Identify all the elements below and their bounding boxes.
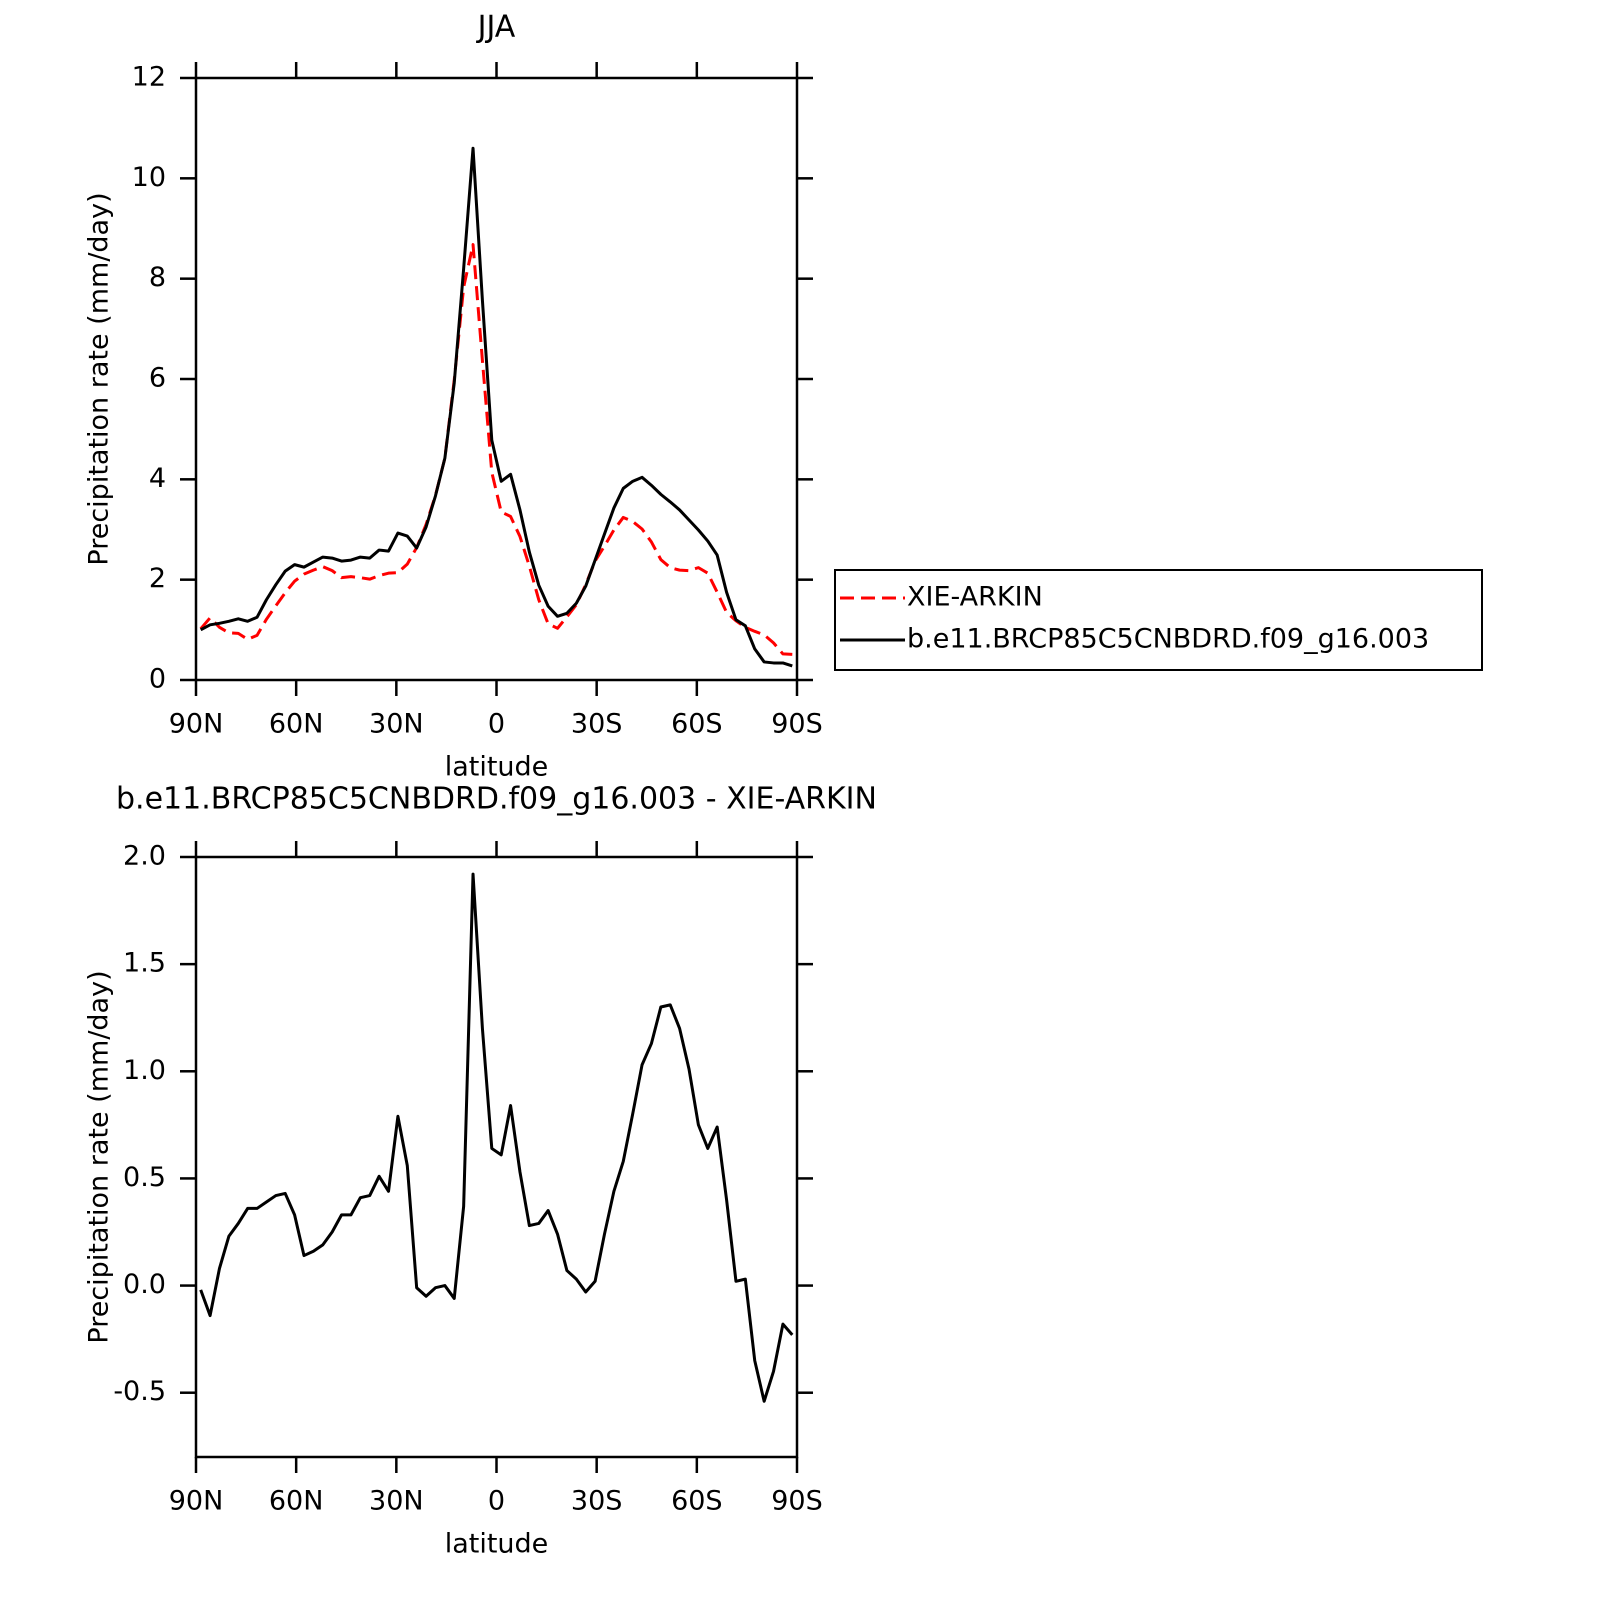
legend-label: XIE-ARKIN — [907, 582, 1043, 613]
x-tick-label: 30S — [571, 1486, 623, 1517]
y-tick-label: 8 — [149, 262, 166, 293]
x-axis-label: latitude — [445, 1529, 549, 1560]
x-tick-label: 60S — [671, 709, 723, 740]
y-tick-label: 12 — [132, 62, 166, 93]
x-tick-label: 60S — [671, 1486, 723, 1517]
x-tick-label: 60N — [269, 1486, 324, 1517]
plot-frame — [194, 855, 799, 1459]
y-tick-label: 6 — [149, 363, 166, 394]
x-tick-label: 30N — [369, 1486, 424, 1517]
y-tick-label: 0.0 — [123, 1269, 166, 1300]
chart-title: JJA — [476, 10, 516, 45]
y-axis-label: Precipitation rate (mm/day) — [84, 970, 115, 1343]
legend-label: b.e11.BRCP85C5CNBDRD.f09_g16.003 — [907, 624, 1429, 655]
chart-title: b.e11.BRCP85C5CNBDRD.f09_g16.003 - XIE-A… — [116, 782, 877, 817]
x-tick-label: 60N — [269, 709, 324, 740]
y-tick-label: 1.0 — [123, 1055, 166, 1086]
x-tick-label: 0 — [488, 709, 505, 740]
y-axis-label: Precipitation rate (mm/day) — [84, 192, 115, 565]
line-series — [199, 872, 794, 1403]
x-tick-label: 30N — [369, 709, 424, 740]
y-tick-label: 2 — [149, 563, 166, 594]
y-tick-label: 0.5 — [123, 1162, 166, 1193]
x-tick-label: 30S — [571, 709, 623, 740]
x-tick-label: 90S — [771, 709, 823, 740]
x-tick-label: 90N — [169, 709, 224, 740]
x-tick-label: 90S — [771, 1486, 823, 1517]
x-tick-label: 0 — [488, 1486, 505, 1517]
y-tick-label: 2.0 — [123, 841, 166, 872]
y-tick-label: 4 — [149, 463, 166, 494]
y-tick-label: 1.5 — [123, 948, 166, 979]
y-tick-label: 10 — [132, 162, 166, 193]
legend-box — [834, 569, 1483, 671]
x-axis-label: latitude — [445, 752, 549, 783]
y-tick-label: 0 — [149, 664, 166, 695]
y-tick-label: -0.5 — [113, 1376, 166, 1407]
plot-frame — [194, 76, 799, 682]
line-series — [200, 146, 793, 668]
line-series — [199, 243, 793, 656]
x-tick-label: 90N — [169, 1486, 224, 1517]
